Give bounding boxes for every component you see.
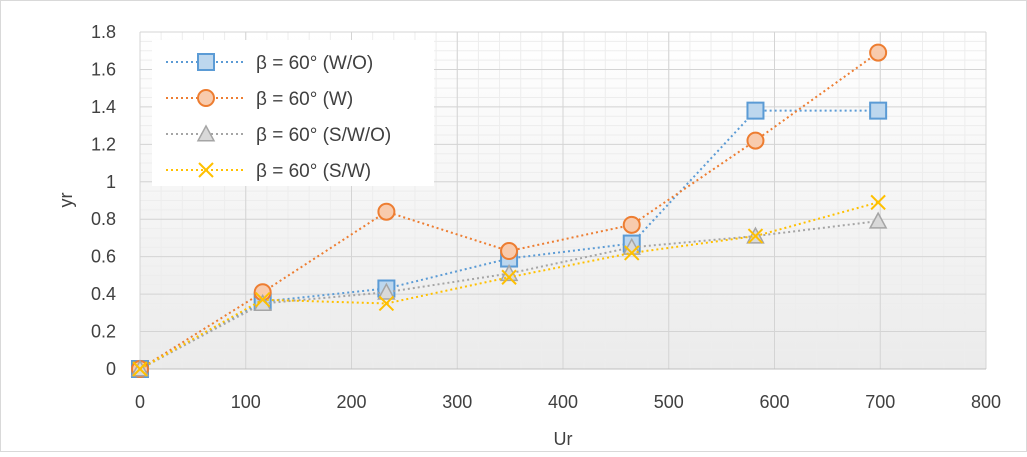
data-point — [377, 282, 396, 300]
x-tick-label: 500 — [654, 392, 684, 412]
legend-label: β = 60° (W) — [256, 89, 353, 110]
data-point — [132, 361, 148, 377]
x-tick-label: 200 — [336, 392, 366, 412]
legend-label: β = 60° (W/O) — [256, 53, 373, 74]
y-tick-label: 0.2 — [91, 322, 116, 342]
y-tick-label: 1 — [106, 172, 116, 192]
data-point — [870, 194, 886, 211]
y-tick-label: 0 — [106, 359, 116, 379]
data-point — [746, 131, 765, 150]
y-tick-label: 0.8 — [91, 209, 116, 229]
data-point — [869, 101, 888, 120]
data-point — [377, 202, 396, 221]
legend-label: β = 60° (S/W) — [256, 161, 371, 182]
y-tick-label: 1.6 — [91, 59, 116, 79]
marker-stroke — [870, 194, 886, 211]
data-point — [254, 292, 271, 308]
legend-item-1: β = 60° (W/O) — [166, 53, 373, 74]
data-point — [868, 211, 888, 229]
y-axis-title: yr — [56, 193, 76, 208]
legend-item-3: β = 60° (S/W/O) — [166, 124, 391, 146]
y-tick-label: 0.6 — [91, 247, 116, 267]
legend-marker — [197, 53, 215, 71]
x-tick-label: 0 — [135, 392, 145, 412]
legend-item-2: β = 60° (W) — [166, 89, 353, 110]
marker-stroke — [747, 228, 764, 244]
legend: β = 60° (W/O) β = 60° (W) β = 60° (S/W/O) β… — [152, 40, 434, 186]
marker-stroke — [132, 361, 148, 377]
y-tick-label: 0.4 — [91, 284, 116, 304]
y-tick-label: 1.8 — [91, 22, 116, 42]
data-point — [378, 295, 395, 312]
x-tick-label: 100 — [231, 392, 261, 412]
x-tick-label: 700 — [865, 392, 895, 412]
marker-stroke — [378, 295, 395, 312]
data-point — [746, 101, 765, 120]
marker-stroke — [254, 292, 271, 308]
legend-marker — [196, 124, 216, 142]
x-tick-label: 600 — [759, 392, 789, 412]
series-layer — [130, 43, 888, 378]
data-point — [747, 228, 764, 244]
marker-stroke — [501, 269, 517, 285]
data-point — [869, 43, 888, 62]
x-tick-label: 800 — [971, 392, 1001, 412]
legend-label: β = 60° (S/W/O) — [256, 125, 391, 146]
legend-marker — [197, 89, 215, 107]
legend-item-4: β = 60° (S/W) — [166, 161, 371, 182]
series-4 — [132, 194, 886, 377]
marker-stroke — [198, 162, 214, 178]
y-tick-label: 1.4 — [91, 97, 116, 117]
axes: 0 100 200 300 400 500 600 700 800 0 0.2 0.4 0.6 0.8 1 1… — [91, 22, 1001, 412]
legend-marker — [198, 162, 214, 178]
data-point — [622, 215, 641, 234]
data-point — [501, 269, 517, 285]
x-tick-label: 400 — [548, 392, 578, 412]
data-point — [500, 242, 519, 261]
x-tick-label: 300 — [442, 392, 472, 412]
marker-stroke — [624, 245, 640, 261]
x-axis-title: Ur — [554, 429, 573, 449]
data-point — [624, 245, 640, 261]
y-tick-label: 1.2 — [91, 134, 116, 154]
